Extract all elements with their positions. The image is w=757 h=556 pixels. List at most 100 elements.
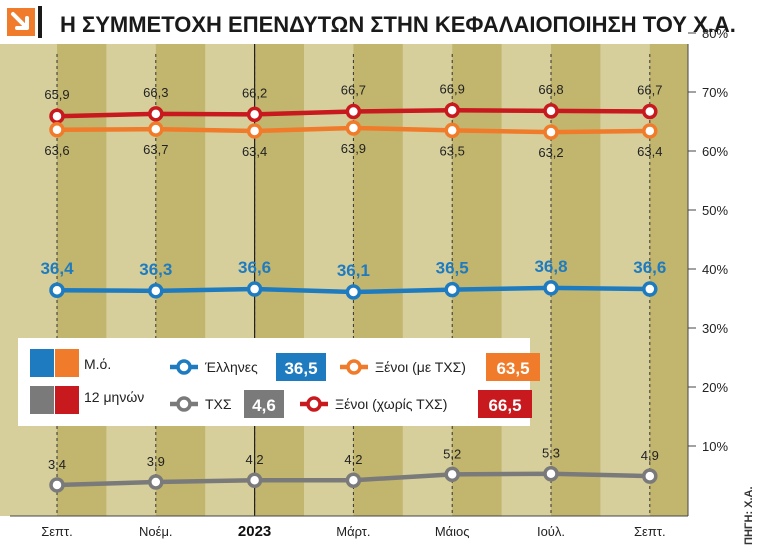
data-label: 65,9 — [44, 87, 69, 102]
legend-value-box — [478, 390, 532, 418]
legend-marker — [306, 396, 322, 412]
y-tick-label: 70% — [702, 85, 728, 100]
data-point — [246, 281, 263, 297]
y-tick-label: 60% — [702, 144, 728, 159]
data-label: 66,8 — [538, 82, 563, 97]
data-label: 4,2 — [246, 452, 264, 467]
y-axis-background — [688, 44, 757, 556]
legend-series-name: ΤΧΣ — [205, 396, 232, 412]
data-point — [345, 120, 362, 136]
legend-value: 4,6 — [252, 396, 276, 415]
data-label: 63,6 — [44, 143, 69, 158]
data-label: 4,2 — [344, 452, 362, 467]
x-axis-background — [0, 516, 688, 556]
legend-swatch-blue — [30, 349, 54, 377]
data-point — [642, 123, 658, 139]
data-label: 63,7 — [143, 142, 168, 157]
data-label: 36,6 — [238, 258, 271, 277]
band — [551, 44, 601, 516]
data-label: 36,6 — [633, 258, 666, 277]
data-label: 63,4 — [637, 144, 662, 159]
y-tick-label: 50% — [702, 203, 728, 218]
data-label: 66,2 — [242, 85, 267, 100]
data-point — [148, 283, 164, 299]
legend-series-name: Ξένοι (με ΤΧΣ) — [375, 359, 466, 375]
x-tick-label: Σεπτ. — [634, 524, 666, 539]
y-axis: 10% 20% 30% 40% 50% 60% 70% 80% — [688, 26, 728, 454]
data-point — [444, 102, 460, 119]
legend-series-name: Έλληνες — [204, 359, 258, 375]
y-tick-label: 80% — [702, 26, 728, 41]
legend-value-box — [276, 353, 326, 381]
legend-marker — [346, 359, 362, 375]
y-tick-label: 10% — [702, 439, 728, 454]
x-tick-label: 2023 — [238, 523, 271, 540]
data-point — [642, 103, 658, 120]
title-background — [0, 0, 757, 44]
band — [353, 44, 403, 516]
data-point — [345, 103, 362, 120]
data-point — [148, 121, 164, 137]
data-point — [246, 106, 263, 123]
x-tick-label: Μάιος — [435, 524, 470, 539]
data-label: 63,4 — [242, 144, 267, 159]
x-tick-label: Νοέμ. — [139, 524, 173, 539]
legend-swatch-red — [55, 386, 79, 414]
legend-value-box — [244, 390, 284, 418]
data-point — [49, 282, 65, 298]
data-point — [345, 284, 362, 300]
band — [452, 44, 502, 516]
legend: Μ.ό. 12 μηνών Έλληνες 36,5 Ξένοι (με ΤΧΣ) 6… — [18, 338, 540, 426]
x-tick-label: Μάρτ. — [336, 524, 370, 539]
title-separator-left — [38, 6, 42, 38]
x-tick-label: Ιούλ. — [537, 524, 565, 539]
data-point — [543, 280, 559, 296]
title-bar: Η ΣΥΜΜΕΤΟΧΗ ΕΠΕΝΔΥΤΩΝ ΣΤΗΝ ΚΕΦΑΛΑΙΟΠΟΙΗΣ… — [0, 0, 757, 44]
data-label: 5,3 — [542, 446, 560, 461]
data-point — [246, 472, 263, 488]
data-label: 3,4 — [48, 457, 66, 472]
legend-swatch-gray — [30, 386, 54, 414]
data-label: 63,2 — [538, 145, 563, 160]
legend-value-box — [486, 353, 540, 381]
y-tick-label: 30% — [702, 321, 728, 336]
data-label: 63,5 — [440, 143, 465, 158]
legend-value: 66,5 — [488, 396, 521, 415]
data-label: 36,4 — [40, 259, 74, 278]
data-point — [543, 103, 559, 119]
data-point — [246, 123, 263, 139]
data-point — [148, 106, 164, 122]
band — [649, 44, 688, 516]
data-label: 5,2 — [443, 446, 461, 461]
data-point — [642, 468, 658, 484]
data-point — [148, 474, 164, 490]
legend-marker — [176, 396, 192, 412]
series-group: 65,9 66,3 66,2 66,7 66,9 66,8 66,7 63,6 63,7 63,4… — [40, 81, 666, 493]
data-label: 66,3 — [143, 85, 168, 100]
data-label: 36,8 — [534, 257, 567, 276]
chart-title: Η ΣΥΜΜΕΤΟΧΗ ΕΠΕΝΔΥΤΩΝ ΣΤΗΝ ΚΕΦΑΛΑΙΟΠΟΙΗΣ… — [60, 12, 736, 37]
legend-value: 36,5 — [284, 359, 317, 378]
band — [254, 44, 304, 516]
data-label: 36,5 — [436, 259, 469, 278]
data-label: 3,9 — [147, 454, 165, 469]
legend-marker — [176, 359, 192, 375]
alternating-bands — [0, 44, 757, 556]
data-label: 4,9 — [641, 448, 659, 463]
data-label: 66,9 — [440, 81, 465, 96]
data-point — [444, 122, 460, 139]
data-label: 36,3 — [139, 260, 172, 279]
data-point — [543, 124, 559, 140]
legend-swatch-orange — [55, 349, 79, 377]
data-point — [49, 122, 65, 138]
data-label: 66,7 — [341, 82, 366, 97]
legend-value: 63,5 — [496, 359, 529, 378]
data-point — [642, 281, 658, 297]
data-point — [49, 477, 65, 493]
data-label: 63,9 — [341, 141, 366, 156]
x-axis: Σεπτ. Νοέμ. 2023 Μάρτ. Μάιος Ιούλ. Σεπτ. — [41, 523, 665, 540]
data-point — [49, 108, 65, 124]
data-label: 36,1 — [337, 261, 370, 280]
legend-items: Έλληνες 36,5 Ξένοι (με ΤΧΣ) 63,5 ΤΧΣ 4,6 Ξένοι… — [170, 353, 540, 418]
